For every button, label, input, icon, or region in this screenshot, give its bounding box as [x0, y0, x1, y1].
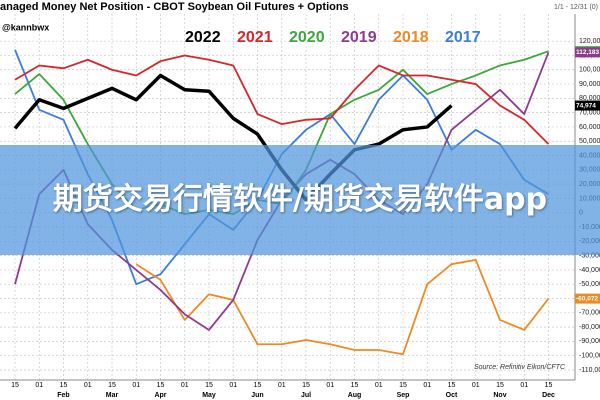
x-tick-label: 15 — [254, 382, 262, 389]
month-label: Mar — [106, 392, 119, 399]
month-label: Aug — [348, 392, 362, 399]
value-label: 112,183 — [576, 49, 600, 56]
month-label: Oct — [446, 392, 458, 399]
legend-label: 2018 — [393, 29, 429, 46]
value-label-box — [575, 100, 600, 111]
legend-label: 2022 — [185, 29, 221, 46]
x-tick-label: 15 — [60, 382, 68, 389]
series-line — [135, 259, 550, 356]
x-tick-label: 01 — [423, 382, 431, 389]
value-label-box — [575, 47, 600, 58]
legend-label: 2017 — [445, 29, 481, 46]
y-tick-label: 90,000 — [579, 81, 600, 88]
legend-label: 2021 — [237, 29, 273, 46]
y-tick-label: 120,000 — [579, 38, 600, 45]
x-tick-label: 15 — [448, 382, 456, 389]
y-tick-label: 70,000 — [579, 109, 600, 116]
y-tick-label: 60,000 — [579, 124, 600, 131]
month-label: Nov — [493, 392, 506, 399]
x-tick-label: 15 — [157, 382, 165, 389]
legend-label: 2019 — [341, 29, 377, 46]
value-label: 74,974 — [576, 102, 596, 109]
y-tick-label: -100,000 — [579, 353, 600, 360]
y-tick-label: 50,000 — [579, 138, 600, 145]
month-label: Sep — [397, 392, 410, 399]
value-label: -60,072 — [576, 295, 598, 302]
y-tick-label: -90,000 — [579, 338, 600, 345]
x-tick-label: 15 — [11, 382, 19, 389]
x-tick-label: 15 — [496, 382, 504, 389]
month-label: May — [202, 392, 216, 399]
x-tick-label: 15 — [205, 382, 213, 389]
x-tick-label: 01 — [181, 382, 189, 389]
x-tick-label: 01 — [472, 382, 480, 389]
overlay-text: 期货交易行情软件/期货交易软件app — [52, 182, 548, 217]
range-note: 1/1 - 12/31 (0) — [554, 4, 598, 11]
y-tick-label: -40,000 — [579, 267, 600, 274]
x-tick-label: 15 — [351, 382, 359, 389]
legend-label: 2020 — [289, 29, 325, 46]
month-label: Jun — [251, 392, 263, 399]
x-tick-label: 01 — [35, 382, 43, 389]
source: Source: Refinitiv Eikon/CFTC — [474, 364, 566, 371]
x-tick-label: 01 — [132, 382, 140, 389]
y-tick-label: -50,000 — [579, 281, 600, 288]
y-tick-label: -70,000 — [579, 310, 600, 317]
month-label: Apr — [154, 392, 166, 399]
y-tick-label: 100,000 — [579, 67, 600, 74]
value-label-box — [575, 293, 600, 304]
y-tick-label: 80,000 — [579, 95, 600, 102]
x-tick-label: 01 — [326, 382, 334, 389]
series-line — [14, 54, 550, 145]
y-tick-label: -30,000 — [579, 252, 600, 259]
x-tick-label: 15 — [302, 382, 310, 389]
x-tick-label: 15 — [399, 382, 407, 389]
chart-title: anaged Money Net Position - CBOT Soybean… — [0, 1, 349, 13]
month-label: Jul — [301, 392, 311, 399]
x-tick-label: 15 — [545, 382, 553, 389]
x-tick-label: 01 — [520, 382, 528, 389]
series-line — [13, 73, 453, 202]
month-label: Feb — [57, 392, 69, 399]
month-label: Dec — [542, 392, 555, 399]
x-tick-label: 01 — [375, 382, 383, 389]
handle: @kannbwx — [2, 22, 49, 32]
overlay-banner: 期货交易行情软件/期货交易软件app — [0, 145, 600, 255]
x-tick-label: 01 — [278, 382, 286, 389]
y-tick-label: -80,000 — [579, 324, 600, 331]
x-tick-label: 01 — [84, 382, 92, 389]
x-tick-label: 01 — [229, 382, 237, 389]
y-tick-label: -110,000 — [579, 367, 600, 374]
x-tick-label: 15 — [108, 382, 116, 389]
